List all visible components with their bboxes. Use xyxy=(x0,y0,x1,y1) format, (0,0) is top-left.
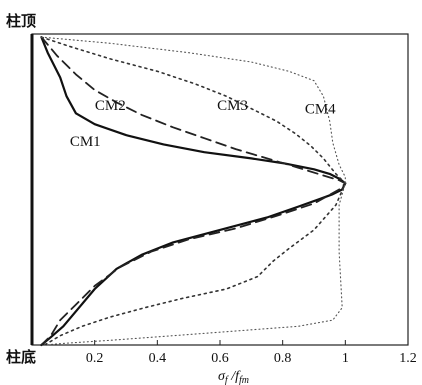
x-axis-title-sigma: σ xyxy=(218,369,226,384)
x-axis-title-f-sub: fm xyxy=(239,375,249,385)
y-axis-top-label: 柱顶 xyxy=(6,12,36,30)
x-axis-title-sigma-sub: f xyxy=(225,375,229,385)
plot-frame xyxy=(30,33,409,346)
series-label-cm1: CM1 xyxy=(70,134,101,150)
series-labels: CM1 CM2 CM3 CM4 xyxy=(70,98,336,150)
x-axis-title: σf /ffm xyxy=(218,369,249,385)
x-axis-title-f: f xyxy=(235,369,241,384)
series-label-cm2: CM2 xyxy=(95,98,126,114)
x-tick-label: 0.4 xyxy=(149,351,167,366)
y-axis-bottom-label: 柱底 xyxy=(6,348,36,366)
x-tick-label: 1.2 xyxy=(399,351,417,366)
plot-border xyxy=(31,33,409,346)
series-lines xyxy=(40,35,347,347)
x-tick-label: 0.8 xyxy=(274,351,292,366)
series-line-cm4 xyxy=(40,36,346,346)
x-tick-label: 0.2 xyxy=(86,351,104,366)
x-tick-label: 1 xyxy=(342,351,349,366)
series-label-cm4: CM4 xyxy=(305,101,336,117)
series-line-cm2 xyxy=(40,36,347,346)
x-axis-title-sep: / xyxy=(228,369,237,384)
series-label-cm3: CM3 xyxy=(217,98,248,114)
x-tick-label: 0.6 xyxy=(211,351,229,366)
series-line-cm3 xyxy=(40,36,347,346)
x-axis-ticks: 0.2 0.4 0.6 0.8 1 1.2 xyxy=(86,340,417,366)
